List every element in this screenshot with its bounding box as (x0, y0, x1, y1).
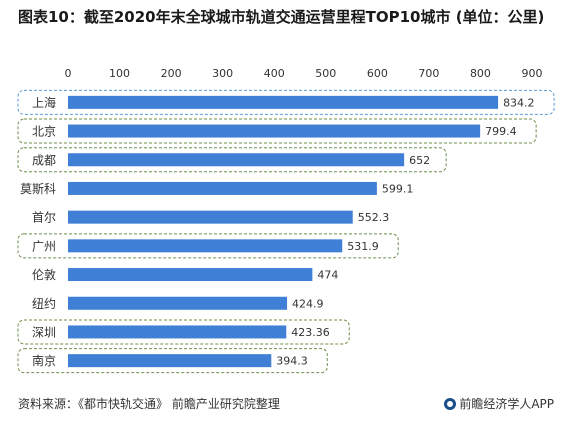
bar (68, 239, 343, 253)
highlight-box (17, 348, 328, 374)
source-note: 资料来源：《都市快轨交通》 前瞻产业研究院整理 (18, 397, 280, 411)
category-label: 成都 (32, 153, 56, 167)
brand-logo-icon (444, 397, 457, 410)
x-tick-label: 500 (315, 67, 336, 80)
value-label: 474 (317, 269, 338, 282)
x-tick-label: 100 (109, 67, 130, 80)
x-tick-label: 200 (161, 67, 182, 80)
value-label: 652 (409, 154, 430, 167)
highlight-box (17, 89, 555, 115)
category-label: 南京 (32, 353, 56, 368)
x-tick-label: 400 (264, 67, 285, 80)
value-label: 599.1 (382, 182, 414, 195)
x-tick-label: 700 (418, 67, 439, 80)
value-label: 552.3 (358, 211, 390, 224)
category-label: 北京 (32, 125, 56, 139)
category-label: 纽约 (32, 296, 56, 311)
highlight-box (17, 118, 537, 144)
x-tick-label: 0 (65, 67, 72, 80)
category-label: 深圳 (32, 325, 56, 339)
highlight-box (17, 233, 399, 259)
value-label: 531.9 (347, 240, 379, 253)
value-label: 423.36 (291, 326, 330, 339)
bar (68, 210, 353, 224)
x-tick-label: 600 (367, 67, 388, 80)
category-label: 莫斯科 (20, 182, 56, 196)
bar (68, 153, 405, 167)
brand-name: 前瞻经济学人APP (459, 397, 554, 411)
bar (68, 296, 288, 310)
bar (68, 181, 377, 195)
category-label: 伦敦 (32, 267, 56, 282)
chart-title: 图表10：截至2020年末全球城市轨道交通运营里程TOP10城市 (单位：公里) (18, 8, 545, 26)
brand: 前瞻经济学人APP (444, 395, 554, 412)
x-tick-label: 900 (522, 67, 543, 80)
bar-chart: 0 100 200 300 400 500 600 700 800 900 上海 834.2 北京 799… (17, 67, 555, 374)
category-label: 上海 (32, 95, 56, 110)
value-label: 799.4 (485, 125, 517, 138)
x-tick-label: 300 (212, 67, 233, 80)
highlight-box (17, 147, 447, 173)
category-label: 首尔 (32, 210, 56, 225)
bar (68, 124, 481, 138)
bar (68, 354, 272, 368)
x-tick-label: 800 (470, 67, 491, 80)
bar (68, 95, 499, 109)
value-label: 834.2 (503, 96, 534, 109)
bar (68, 268, 313, 282)
value-label: 424.9 (292, 297, 324, 310)
category-label: 广州 (32, 239, 56, 253)
value-label: 394.3 (276, 355, 308, 368)
bar (68, 325, 287, 339)
